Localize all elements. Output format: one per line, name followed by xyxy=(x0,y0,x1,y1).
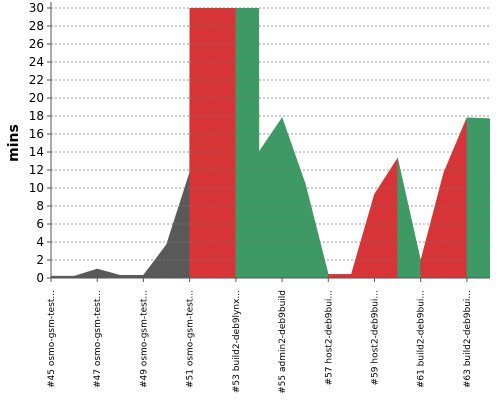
y-tick-label-6: 6 xyxy=(36,217,44,231)
area-segment-46 xyxy=(73,268,98,278)
x-tick-label-53: #53 build2-deb9lynx... xyxy=(232,290,242,393)
area-segment-63 xyxy=(466,117,490,278)
area-segment-52 xyxy=(212,8,237,278)
area-segment-58 xyxy=(351,194,375,278)
area-segment-47 xyxy=(96,268,121,278)
x-tick-label-49: #49 osmo-gsm-test... xyxy=(139,290,149,388)
y-tick-label-20: 20 xyxy=(29,91,44,105)
y-tick-label-2: 2 xyxy=(36,253,44,267)
y-tick-label-16: 16 xyxy=(29,127,44,141)
x-tick-label-59: #59 host2-deb9bui... xyxy=(370,290,380,385)
y-axis-label: mins xyxy=(6,124,22,162)
area-segment-50 xyxy=(166,172,190,278)
area-segment-54 xyxy=(258,116,283,278)
y-tick-label-30: 30 xyxy=(29,1,44,15)
x-tick-label-47: #47 osmo-gsm-test... xyxy=(93,290,103,388)
y-tick-label-4: 4 xyxy=(36,235,44,249)
area-series xyxy=(51,8,490,278)
area-segment-60 xyxy=(397,158,421,278)
area-segment-51 xyxy=(189,8,214,278)
y-tick-label-14: 14 xyxy=(29,145,44,159)
y-tick-label-22: 22 xyxy=(29,73,44,87)
axes xyxy=(50,2,490,282)
area-segment-49 xyxy=(143,243,167,278)
y-tick-label-24: 24 xyxy=(29,55,44,69)
x-tick-label-57: #57 host2-deb9bui... xyxy=(324,290,334,385)
x-tick-label-45: #45 osmo-gsm-test... xyxy=(47,290,57,388)
area-segment-56 xyxy=(304,183,329,278)
area-segment-62 xyxy=(443,117,468,278)
area-segment-57 xyxy=(327,274,352,278)
x-tick-label-51: #51 osmo-gsm-test... xyxy=(186,290,196,388)
y-tick-label-18: 18 xyxy=(29,109,44,123)
area-segment-61 xyxy=(420,172,445,278)
x-tick-labels: #45 osmo-gsm-test... #47 osmo-gsm-test...… xyxy=(47,278,473,394)
y-tick-label-12: 12 xyxy=(29,163,44,177)
area-segment-53 xyxy=(235,8,260,278)
y-tick-label-28: 28 xyxy=(29,19,44,33)
y-tick-label-10: 10 xyxy=(29,181,44,195)
area-segment-59 xyxy=(374,157,398,278)
x-tick-label-55: #55 admin2-deb9build xyxy=(278,290,288,394)
x-tick-label-61: #61 build2-deb9bui... xyxy=(417,290,427,388)
x-tick-label-63: #63 build2-deb9bui... xyxy=(463,290,473,388)
y-tick-label-0: 0 xyxy=(36,271,44,285)
y-tick-label-26: 26 xyxy=(29,37,44,51)
y-tick-label-8: 8 xyxy=(36,199,44,213)
area-segment-55 xyxy=(281,117,306,278)
